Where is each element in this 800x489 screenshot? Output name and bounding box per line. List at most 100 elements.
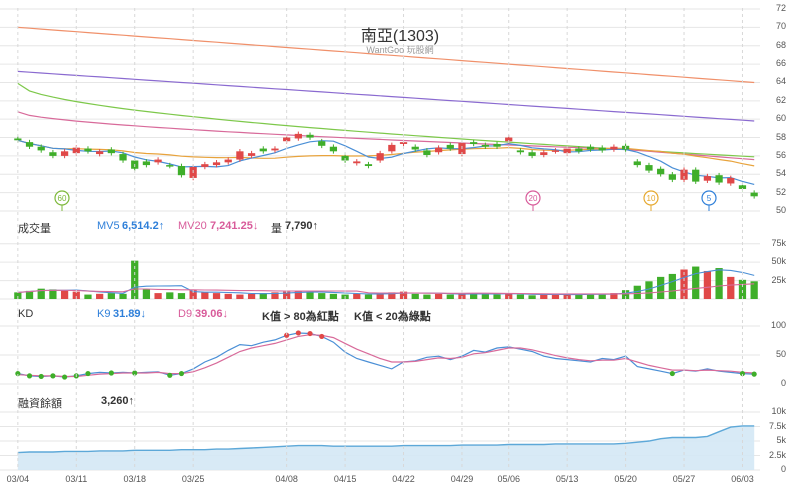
marker-circle: [54, 190, 70, 206]
marker-label: 10: [647, 194, 656, 203]
date-tick-label: 05/06: [497, 474, 520, 484]
candle-body: [738, 185, 747, 189]
candle-body: [224, 159, 232, 163]
candle-body: [633, 161, 641, 166]
volume-bar: [247, 293, 256, 299]
candle-body: [259, 148, 267, 152]
kd-green-dot: [751, 371, 757, 377]
margin-title: 融資餘額: [18, 398, 62, 410]
candle-body: [505, 137, 513, 142]
margin-area: [17, 425, 755, 470]
kd-red-dot: [284, 332, 290, 338]
kd-green-dot: [50, 373, 56, 379]
date-tick-label: 03/25: [181, 474, 205, 484]
volume-bar: [727, 276, 735, 299]
volume-bar: [715, 268, 723, 299]
volume-bar: [60, 290, 69, 299]
candle-body: [399, 142, 408, 144]
kd-green-dot: [178, 370, 185, 377]
volume-bar: [376, 293, 384, 299]
volume-bar: [306, 292, 314, 299]
price-tick-label: 70: [775, 21, 786, 32]
candle-body: [727, 177, 735, 184]
candle-body: [329, 146, 338, 152]
candle-body: [166, 165, 174, 167]
kd-rule-red: K值 > 80為紅點: [262, 311, 339, 323]
volume-title: 成交量: [18, 223, 51, 235]
volume-bar: [423, 294, 431, 299]
candle-body: [376, 153, 384, 161]
candle-body: [668, 174, 676, 180]
margin-tick-label: 2.5k: [768, 449, 786, 460]
volume-label: 量: [271, 223, 282, 235]
candle-body: [60, 151, 69, 156]
volume-bar: [610, 293, 618, 299]
volume-bar: [84, 294, 92, 299]
volume-bar: [212, 293, 221, 299]
volume-bar: [633, 285, 641, 299]
volume-bar: [142, 289, 151, 299]
date-tick-label: 05/27: [672, 474, 696, 484]
kd-green-dot: [26, 373, 33, 379]
volume-bar: [283, 291, 291, 299]
candle-body: [236, 151, 244, 160]
volume-bar: [668, 273, 676, 299]
volume-bar: [294, 290, 302, 299]
price-tick-label: 50: [775, 205, 786, 215]
margin-tick-label: 0: [780, 464, 786, 474]
candle-body: [516, 150, 525, 153]
mv20-line: [17, 283, 755, 295]
candle-body: [177, 166, 186, 176]
candle-body: [493, 143, 501, 147]
volume-bar: [189, 290, 197, 299]
price-tick-label: 54: [775, 168, 786, 179]
volume-bar: [657, 276, 665, 299]
marker-circle: [701, 190, 717, 206]
price-tick-label: 68: [775, 39, 786, 50]
candle-body: [598, 147, 606, 151]
kd-green-dot: [85, 370, 91, 377]
date-tick-label: 04/29: [450, 474, 474, 484]
candle-body: [692, 169, 700, 182]
kd-tick-label: 100: [770, 320, 786, 330]
mv20-value: 7,241.25↓: [210, 220, 259, 232]
volume-bar: [154, 293, 162, 299]
volume-bar: [14, 292, 22, 299]
date-tick-label: 03/18: [123, 474, 146, 484]
candle-body: [586, 146, 595, 150]
k9-label: K9: [97, 308, 111, 320]
k9-value: 31.89↓: [113, 308, 147, 320]
candle-body: [575, 148, 583, 152]
candle-body: [201, 164, 209, 167]
candle-body: [49, 152, 57, 156]
volume-bar: [621, 290, 630, 299]
ma240-line: [17, 70, 755, 122]
candle-body: [154, 159, 162, 163]
volume-bar: [411, 293, 419, 299]
volume-bar: [446, 294, 454, 299]
price-tick-label: 72: [775, 3, 786, 13]
stock-title: 南亞(1303): [360, 28, 440, 45]
date-tick-label: 03/11: [65, 474, 88, 484]
candle-body: [563, 148, 571, 154]
candle-body: [411, 146, 419, 150]
price-tick-label: 60: [775, 113, 786, 124]
volume-bar: [236, 294, 244, 299]
candle-body: [294, 133, 302, 139]
volume-bar: [703, 270, 712, 299]
volume-tick-label: 50k: [771, 256, 786, 267]
kd-tick-label: 0: [780, 378, 786, 388]
ma60-line: [17, 82, 755, 158]
d9-value: 39.06↓: [195, 308, 229, 320]
candle-body: [657, 168, 665, 175]
price-tick-label: 58: [775, 131, 786, 142]
candle-body: [610, 146, 618, 150]
volume-bar: [119, 293, 127, 299]
mv5-line: [17, 269, 755, 296]
candle-body: [107, 149, 115, 154]
candle-body: [25, 142, 34, 147]
date-tick-label: 04/08: [275, 474, 298, 484]
volume-value: 7,790↑: [285, 220, 319, 232]
candle-body: [715, 175, 723, 183]
candle-body: [551, 150, 560, 152]
